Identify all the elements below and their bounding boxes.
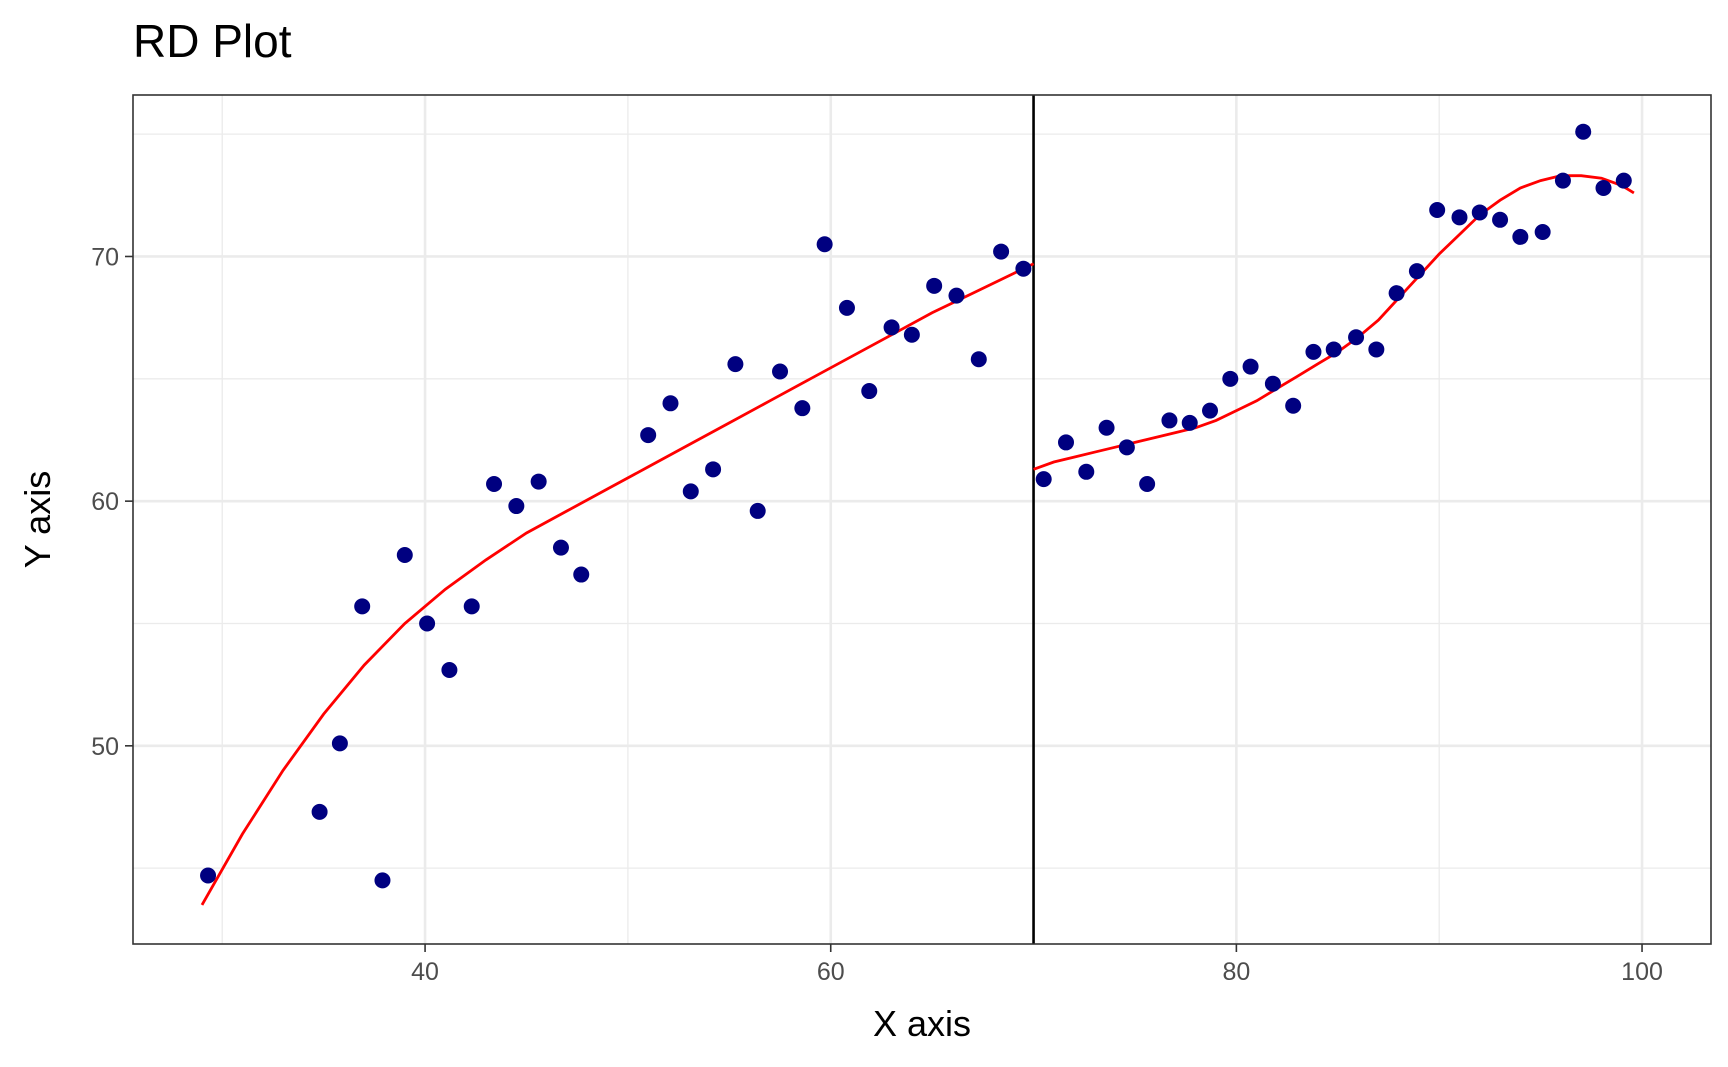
data-point <box>838 299 855 316</box>
y-tick-label: 60 <box>91 488 119 516</box>
data-point <box>1181 414 1198 431</box>
y-tick-label: 70 <box>91 243 119 271</box>
data-point <box>1118 439 1135 456</box>
data-point <box>1512 228 1529 245</box>
data-point <box>311 803 328 820</box>
points-layer <box>200 123 1632 889</box>
x-tick-label: 80 <box>1222 958 1250 986</box>
data-point <box>1408 263 1425 280</box>
data-point <box>993 243 1010 260</box>
data-point <box>1242 358 1259 375</box>
data-point <box>705 461 722 478</box>
data-point <box>1202 402 1219 419</box>
data-point <box>1534 224 1551 241</box>
data-point <box>374 872 391 889</box>
data-point <box>1078 463 1095 480</box>
data-point <box>1429 201 1446 218</box>
data-point <box>1451 209 1468 226</box>
grid-minor <box>133 95 1711 944</box>
panel-border <box>132 94 1712 945</box>
data-point <box>419 615 436 632</box>
data-point <box>1285 397 1302 414</box>
data-point <box>331 735 348 752</box>
x-tick-label: 40 <box>411 958 439 986</box>
data-point <box>816 236 833 253</box>
data-point <box>883 319 900 336</box>
data-point <box>1098 419 1115 436</box>
data-point <box>948 287 965 304</box>
data-point <box>1222 370 1239 387</box>
data-point <box>1015 260 1032 277</box>
data-point <box>1471 204 1488 221</box>
data-point <box>354 598 371 615</box>
data-point <box>727 356 744 373</box>
x-axis-title: X axis <box>873 1003 971 1044</box>
data-point <box>794 400 811 417</box>
x-tick-label: 60 <box>817 958 845 986</box>
fit-layer <box>200 174 1635 906</box>
data-point <box>1492 211 1509 228</box>
data-point <box>200 867 217 884</box>
data-point <box>441 661 458 678</box>
data-point <box>1595 179 1612 196</box>
data-point <box>970 351 987 368</box>
data-point <box>1348 329 1365 346</box>
data-point <box>1058 434 1075 451</box>
fit-line-right <box>1033 174 1635 471</box>
y-tick-label: 50 <box>91 733 119 761</box>
data-point <box>530 473 547 490</box>
data-point <box>573 566 590 583</box>
data-point <box>926 277 943 294</box>
data-point <box>640 427 657 444</box>
y-axis-title: Y axis <box>17 471 58 568</box>
ticks-layer: 40 60 80 100 50 60 70 <box>91 243 1663 986</box>
data-point <box>1325 341 1342 358</box>
data-point <box>1388 285 1405 302</box>
data-point <box>682 483 699 500</box>
fit-line-left <box>200 262 1035 906</box>
data-point <box>1575 123 1592 140</box>
data-point <box>1139 476 1156 493</box>
data-point <box>1305 343 1322 360</box>
data-point <box>772 363 789 380</box>
data-point <box>1615 172 1632 189</box>
data-point <box>662 395 679 412</box>
chart-title: RD Plot <box>133 15 292 67</box>
data-point <box>396 546 413 563</box>
data-point <box>1554 172 1571 189</box>
data-point <box>1264 375 1281 392</box>
data-point <box>1368 341 1385 358</box>
grid-major <box>133 95 1711 944</box>
data-point <box>1161 412 1178 429</box>
data-point <box>486 476 503 493</box>
data-point <box>1035 471 1052 488</box>
data-point <box>749 502 766 519</box>
data-point <box>552 539 569 556</box>
data-point <box>463 598 480 615</box>
data-point <box>861 383 878 400</box>
data-point <box>508 498 525 515</box>
data-point <box>903 326 920 343</box>
x-tick-label: 100 <box>1621 958 1663 986</box>
